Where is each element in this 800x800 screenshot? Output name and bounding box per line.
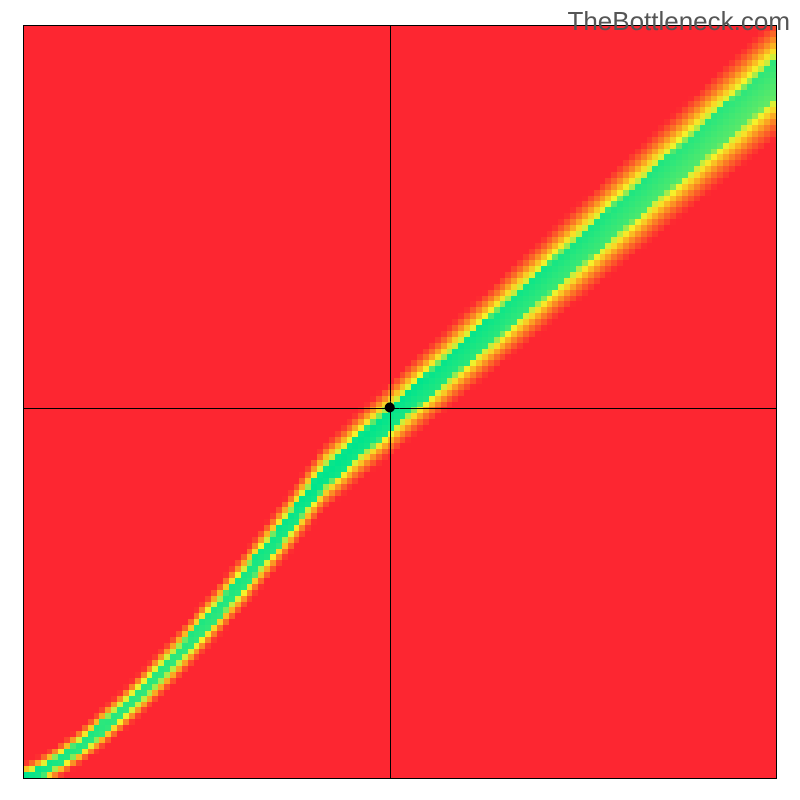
watermark-text: TheBottleneck.com — [567, 6, 790, 37]
bottleneck-heatmap — [0, 0, 800, 800]
